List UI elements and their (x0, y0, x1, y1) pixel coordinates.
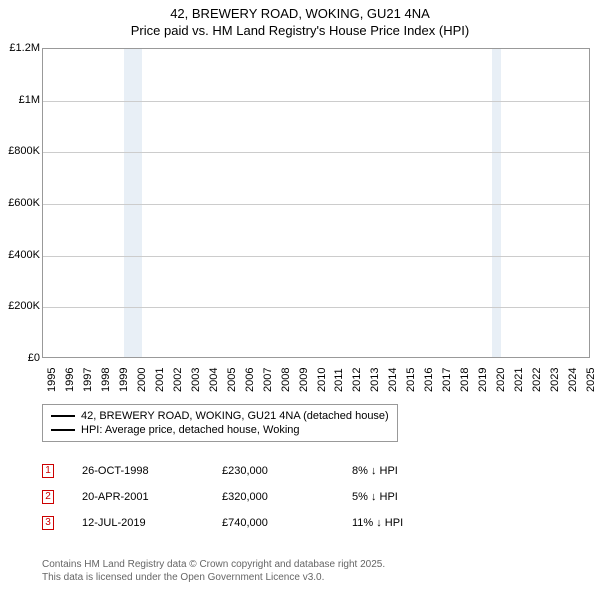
footer-line-2: This data is licensed under the Open Gov… (42, 571, 385, 584)
x-axis-label: 2017 (441, 368, 453, 392)
title-line-2: Price paid vs. HM Land Registry's House … (0, 23, 600, 40)
x-axis-label: 2024 (567, 368, 579, 392)
x-axis-label: 2009 (298, 368, 310, 392)
grid-line (43, 152, 589, 153)
sales-diff: 8% ↓ HPI (352, 465, 472, 477)
x-axis-label: 2015 (405, 368, 417, 392)
legend-label-property: 42, BREWERY ROAD, WOKING, GU21 4NA (deta… (81, 410, 389, 422)
sales-price: £740,000 (222, 517, 352, 529)
title-block: 42, BREWERY ROAD, WOKING, GU21 4NA Price… (0, 0, 600, 40)
legend-swatch-hpi (51, 429, 75, 431)
grid-line (43, 307, 589, 308)
x-axis-label: 2018 (459, 368, 471, 392)
grid-line (43, 101, 589, 102)
title-line-1: 42, BREWERY ROAD, WOKING, GU21 4NA (0, 6, 600, 23)
legend: 42, BREWERY ROAD, WOKING, GU21 4NA (deta… (42, 404, 398, 442)
sales-table: 1 26-OCT-1998 £230,000 8% ↓ HPI 2 20-APR… (42, 458, 472, 536)
x-axis-label: 1999 (118, 368, 130, 392)
sales-flag: 1 (42, 464, 54, 478)
x-axis-label: 2007 (262, 368, 274, 392)
x-axis-label: 1996 (64, 368, 76, 392)
sales-price: £230,000 (222, 465, 352, 477)
sales-price: £320,000 (222, 491, 352, 503)
x-axis-label: 2014 (387, 368, 399, 392)
x-axis-label: 2016 (423, 368, 435, 392)
legend-item-property: 42, BREWERY ROAD, WOKING, GU21 4NA (deta… (51, 409, 389, 423)
grid-line (43, 204, 589, 205)
sales-date: 12-JUL-2019 (82, 517, 222, 529)
y-axis-label: £1.2M (4, 42, 40, 54)
y-axis-label: £400K (4, 249, 40, 261)
sales-diff: 11% ↓ HPI (352, 517, 472, 529)
x-axis-label: 1998 (100, 368, 112, 392)
chart-svg (43, 49, 589, 357)
sales-flag: 3 (42, 516, 54, 530)
x-axis-label: 2000 (136, 368, 148, 392)
y-axis-label: £800K (4, 145, 40, 157)
legend-swatch-property (51, 415, 75, 417)
x-axis-label: 2019 (477, 368, 489, 392)
x-axis-label: 2002 (172, 368, 184, 392)
x-axis-label: 1995 (46, 368, 58, 392)
x-axis-label: 2021 (513, 368, 525, 392)
x-axis-label: 1997 (82, 368, 94, 392)
legend-label-hpi: HPI: Average price, detached house, Woki… (81, 424, 300, 436)
x-axis-label: 2001 (154, 368, 166, 392)
x-axis-label: 2022 (531, 368, 543, 392)
x-axis-label: 2023 (549, 368, 561, 392)
sales-date: 20-APR-2001 (82, 491, 222, 503)
sales-row: 2 20-APR-2001 £320,000 5% ↓ HPI (42, 484, 472, 510)
legend-item-hpi: HPI: Average price, detached house, Woki… (51, 423, 389, 437)
sales-date: 26-OCT-1998 (82, 465, 222, 477)
x-axis-label: 2004 (208, 368, 220, 392)
chart-container: 42, BREWERY ROAD, WOKING, GU21 4NA Price… (0, 0, 600, 590)
sales-flag: 2 (42, 490, 54, 504)
x-axis-label: 2005 (226, 368, 238, 392)
chart-plot-area (42, 48, 590, 358)
x-axis-label: 2003 (190, 368, 202, 392)
y-axis-label: £0 (4, 352, 40, 364)
x-axis-label: 2008 (280, 368, 292, 392)
y-axis-label: £600K (4, 197, 40, 209)
footer: Contains HM Land Registry data © Crown c… (42, 558, 385, 584)
x-axis-label: 2010 (316, 368, 328, 392)
x-axis-label: 2020 (495, 368, 507, 392)
sales-diff: 5% ↓ HPI (352, 491, 472, 503)
y-axis-label: £1M (4, 94, 40, 106)
x-axis-label: 2013 (369, 368, 381, 392)
y-axis-label: £200K (4, 300, 40, 312)
sales-row: 1 26-OCT-1998 £230,000 8% ↓ HPI (42, 458, 472, 484)
x-axis-label: 2011 (333, 368, 345, 392)
x-axis-label: 2006 (244, 368, 256, 392)
x-axis-label: 2025 (585, 368, 597, 392)
x-axis-label: 2012 (351, 368, 363, 392)
sales-row: 3 12-JUL-2019 £740,000 11% ↓ HPI (42, 510, 472, 536)
grid-line (43, 256, 589, 257)
footer-line-1: Contains HM Land Registry data © Crown c… (42, 558, 385, 571)
